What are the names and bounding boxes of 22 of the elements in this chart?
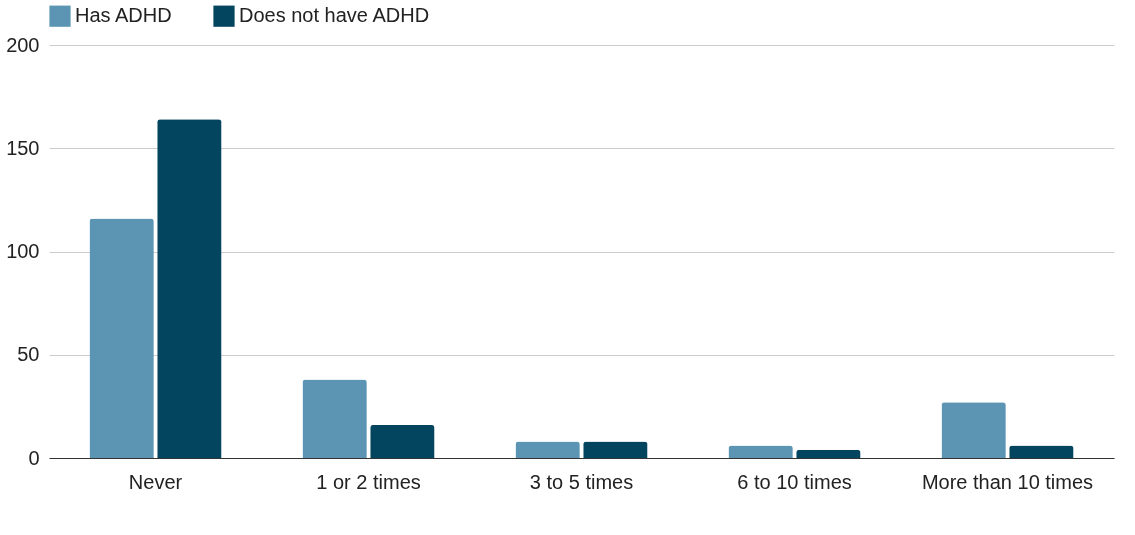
legend-label: Has ADHD: [75, 4, 172, 27]
bar: [370, 424, 435, 458]
y-tick-label: 150: [6, 136, 40, 159]
bar: [1009, 445, 1074, 458]
y-tick-label: 50: [17, 343, 40, 366]
x-tick-label: 6 to 10 times: [737, 470, 852, 493]
bar: [302, 379, 367, 458]
x-tick-label: 3 to 5 times: [529, 470, 634, 493]
bar: [89, 218, 154, 458]
y-tick-label: 100: [6, 240, 40, 262]
x-tick-label: Never: [128, 470, 183, 493]
x-tick-label: More than 10 times: [921, 470, 1094, 493]
legend-label: Does not have ADHD: [239, 4, 430, 27]
bar: [796, 449, 861, 458]
y-tick-label: 200: [6, 33, 40, 56]
bar: [941, 402, 1006, 458]
bar: [515, 441, 580, 458]
bar: [728, 445, 793, 458]
x-tick-label: 1 or 2 times: [316, 470, 421, 493]
bar: [583, 441, 648, 458]
y-tick-label: 0: [28, 446, 40, 469]
bar: [157, 119, 222, 458]
